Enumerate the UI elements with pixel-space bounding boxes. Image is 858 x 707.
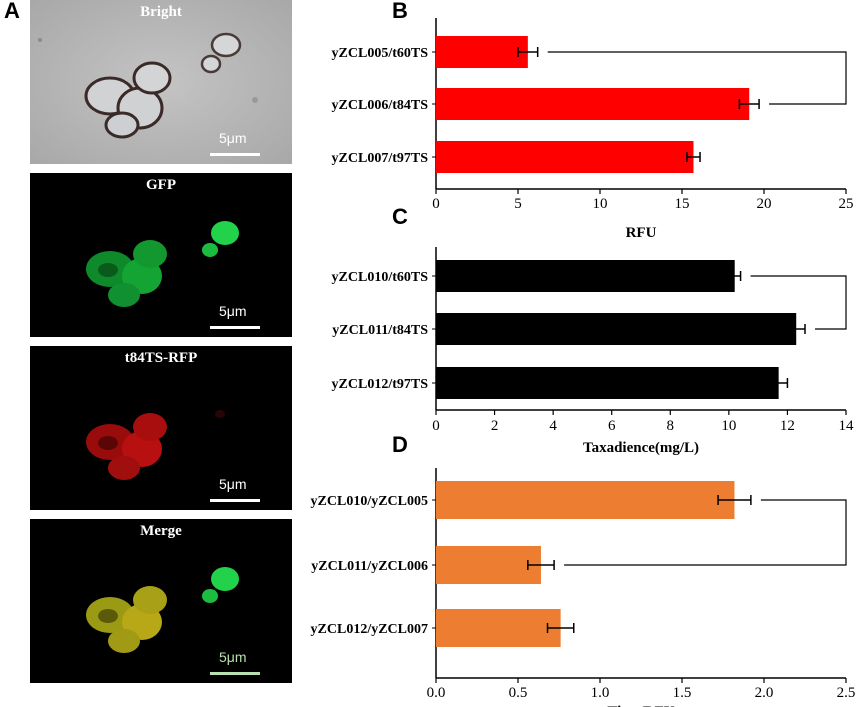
category-label: yZCL010/t60TS xyxy=(332,270,429,285)
scale-bar xyxy=(210,672,260,675)
x-tick-label: 0 xyxy=(432,418,440,434)
significance-bracket xyxy=(547,51,847,105)
panel-letter-b: B xyxy=(392,0,408,23)
x-tick-label: 20 xyxy=(757,196,772,212)
x-tick-label: 2.0 xyxy=(755,685,774,701)
scale-bar-label: 5μm xyxy=(219,476,247,492)
gfp-fluorescence-cells xyxy=(30,173,292,337)
rfp-fluorescence-cells xyxy=(30,346,292,510)
category-label: yZCL012/yZCL007 xyxy=(311,622,428,637)
x-tick-label: 0.0 xyxy=(427,685,446,701)
merged-fluorescence-cells xyxy=(30,519,292,683)
bar xyxy=(436,481,735,519)
category-label: yZCL005/t60TS xyxy=(332,46,429,61)
scale-bar-label: 5μm xyxy=(219,649,247,665)
x-tick-label: 15 xyxy=(675,196,690,212)
x-axis-label: Taxadience(mg/L) xyxy=(583,440,699,456)
micrograph-gfp: GFP 5μm xyxy=(30,173,292,337)
micrograph-rfp: t84TS-RFP 5μm xyxy=(30,346,292,510)
micrograph-title: t84TS-RFP xyxy=(124,350,198,366)
x-tick-label: 10 xyxy=(721,418,736,434)
bar xyxy=(436,36,528,68)
x-tick-label: 14 xyxy=(839,418,855,434)
x-tick-label: 25 xyxy=(839,196,854,212)
x-tick-label: 12 xyxy=(780,418,795,434)
bar xyxy=(436,313,797,345)
bar xyxy=(436,546,541,584)
scale-bar-label: 5μm xyxy=(219,303,247,319)
bar xyxy=(436,141,694,173)
panel-letter-d: D xyxy=(392,432,408,457)
x-tick-label: 10 xyxy=(593,196,608,212)
x-tick-label: 2.5 xyxy=(837,685,856,701)
bright-field-cells xyxy=(30,0,292,164)
category-label: yZCL011/yZCL006 xyxy=(311,559,428,574)
category-label: yZCL006/t84TS xyxy=(332,98,429,113)
micrograph-title: GFP xyxy=(146,177,176,193)
panel-letter-a: A xyxy=(4,0,20,23)
significance-bracket xyxy=(750,275,847,330)
x-tick-label: 6 xyxy=(608,418,616,434)
category-label: yZCL012/t97TS xyxy=(332,377,429,392)
x-tick-label: 2 xyxy=(491,418,499,434)
significance-label: * xyxy=(852,299,858,307)
x-tick-label: 1.5 xyxy=(673,685,692,701)
micrograph-title: Bright xyxy=(140,4,182,20)
significance-label: ** xyxy=(852,71,858,86)
bar xyxy=(436,609,561,647)
x-axis-label: RFU xyxy=(626,225,657,241)
x-tick-label: 4 xyxy=(549,418,557,434)
significance-bracket xyxy=(564,499,847,566)
micrograph-merge: Merge 5μm xyxy=(30,519,292,683)
scale-bar xyxy=(210,499,260,502)
significance-label: ** xyxy=(852,525,858,540)
x-tick-label: 1.0 xyxy=(591,685,610,701)
bar xyxy=(436,367,779,399)
category-label: yZCL011/t84TS xyxy=(332,323,428,338)
scale-bar xyxy=(210,153,260,156)
scale-bar xyxy=(210,326,260,329)
micrograph-bright: Bright 5μm xyxy=(30,0,292,164)
x-tick-label: 0.5 xyxy=(509,685,528,701)
panel-letter-c: C xyxy=(392,204,408,229)
x-tick-label: 5 xyxy=(514,196,522,212)
category-label: yZCL010/yZCL005 xyxy=(311,494,428,509)
scale-bar-label: 5μm xyxy=(219,130,247,146)
x-tick-label: 8 xyxy=(667,418,675,434)
x-axis-label: Titer/RFU xyxy=(607,704,674,707)
x-tick-label: 0 xyxy=(432,196,440,212)
category-label: yZCL007/t97TS xyxy=(332,151,429,166)
micrograph-title: Merge xyxy=(140,523,182,539)
bar xyxy=(436,260,735,292)
bar xyxy=(436,88,750,120)
